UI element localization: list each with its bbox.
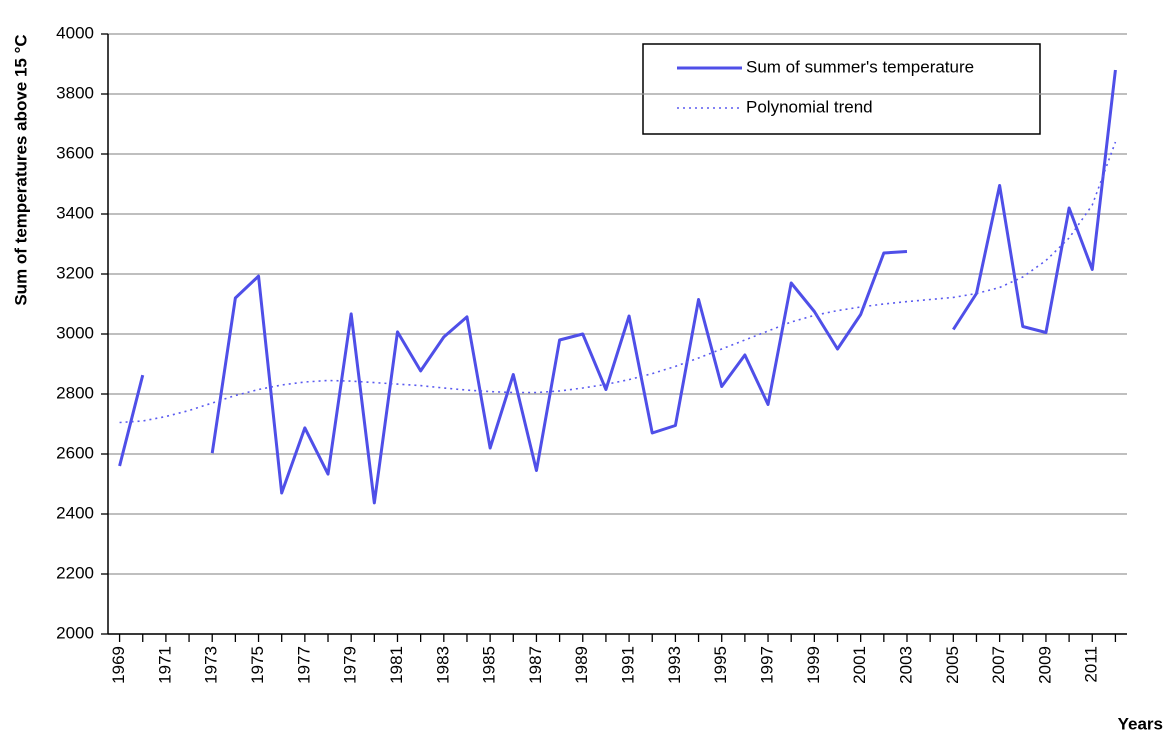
y-axis-label: Sum of temperatures above 15 °C [11,34,30,305]
x-tick-label: 2009 [1035,646,1054,684]
x-tick-label: 2011 [1082,646,1101,683]
data-line [118,69,1117,505]
x-tick-label: 1993 [665,646,684,684]
x-tick-label: 1991 [619,646,638,684]
legend-label: Sum of summer's temperature [746,57,974,76]
trend-line [119,141,1117,424]
x-tick-label: 2001 [850,646,869,684]
x-tick-label: 1973 [202,646,221,684]
x-tick-label: 1983 [433,646,452,684]
x-tick-label: 1981 [387,646,406,684]
y-tick-label: 3600 [56,143,94,162]
x-tick-label: 1977 [294,646,313,684]
x-tick-label: 1975 [248,646,267,684]
x-tick-label: 1997 [758,646,777,684]
y-tick-label: 3400 [56,203,94,222]
y-tick-label: 3000 [56,323,94,342]
legend-label: Polynomial trend [746,97,873,116]
x-tick-label: 1979 [341,646,360,684]
x-tick-label: 2003 [896,646,915,684]
x-tick-label: 2007 [989,646,1008,684]
y-tick-label: 2400 [56,503,94,522]
y-tick-label: 4000 [56,23,94,42]
y-tick-label: 2600 [56,443,94,462]
legend-box [642,43,1041,135]
y-tick-label: 2800 [56,383,94,402]
y-tick-label: 2200 [56,563,94,582]
y-tick-label: 3800 [56,83,94,102]
x-tick-label: 1971 [155,646,174,684]
x-axis-label: Years [1118,714,1163,733]
x-tick-label: 1999 [804,646,823,684]
x-tick-label: 1987 [526,646,545,684]
x-tick-label: 1989 [572,646,591,684]
y-tick-label: 2000 [56,623,94,642]
x-tick-label: 1995 [711,646,730,684]
x-tick-label: 2005 [943,646,962,684]
x-tick-label: 1969 [109,646,128,684]
x-tick-label: 1985 [480,646,499,684]
y-tick-label: 3200 [56,263,94,282]
